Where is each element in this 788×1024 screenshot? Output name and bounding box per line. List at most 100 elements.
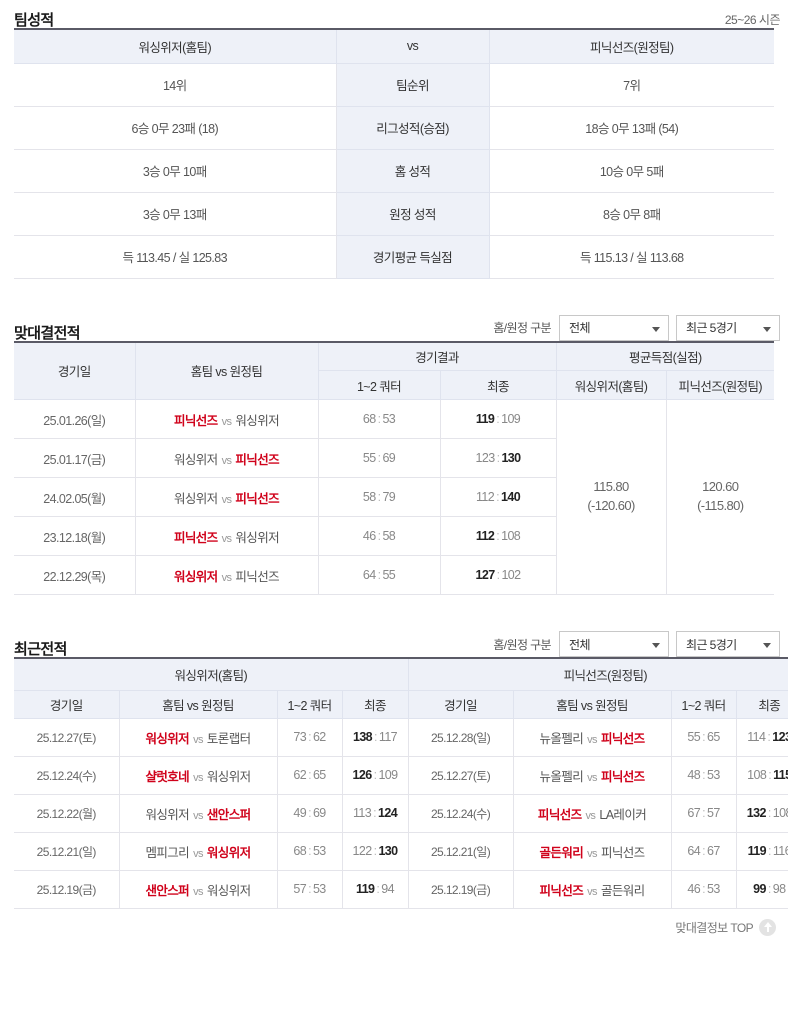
col-matchup-home: 홈팀 vs 원정팀	[118, 690, 278, 719]
home-value: 6승 0무 23패 (18)	[14, 106, 337, 150]
home-team-name: 뉴올펠리	[539, 731, 584, 746]
match-date: 23.12.18(월)	[14, 516, 136, 556]
arrow-up-icon[interactable]	[759, 918, 776, 936]
quarter-score: 64:67	[670, 832, 737, 871]
matchup: 워싱위저 vs 토론랩터	[145, 731, 251, 746]
score: 49:69	[293, 806, 326, 820]
away-team-name: 피닉선즈	[235, 569, 280, 584]
matchup: 피닉선즈 vs 워싱위저	[173, 530, 280, 545]
away-team-name: 피닉선즈	[600, 731, 645, 746]
col-date-away: 경기일	[407, 690, 514, 719]
h2h-title: 맞대결전적	[14, 324, 81, 342]
vs-label: vs	[221, 454, 232, 467]
recent-filter-label: 홈/원정 구분	[493, 637, 551, 652]
table-row: 25.12.27(토) 워싱위저 vs 토론랩터 73:62 138:117 25.12.2…	[14, 718, 788, 757]
score: 46:53	[687, 882, 720, 896]
vs-label: vs	[221, 493, 232, 506]
table-row: 25.01.26(일) 피닉선즈 vs 워싱위저 68:53 119:109 115.80(…	[14, 399, 775, 595]
table-row: 22.12.29(목) 워싱위저 vs 피닉선즈 64:55 127:102	[14, 555, 774, 595]
row-label: 홈 성적	[335, 149, 490, 193]
score: 119:109	[475, 412, 521, 426]
home-team-name: 피닉선즈	[173, 530, 218, 545]
score: 138:117	[352, 730, 398, 744]
score: 126:109	[352, 768, 399, 782]
score: 122:130	[352, 844, 399, 858]
away-team-name: 워싱위저	[206, 845, 251, 860]
h2h-recent-select[interactable]: 최근 5경기	[676, 314, 780, 341]
quarter-score: 48:53	[670, 756, 737, 795]
match-date: 25.12.19(금)	[14, 870, 120, 909]
match-teams: 피닉선즈 vs LA레이커	[512, 794, 672, 833]
final-score: 126:109	[341, 756, 409, 795]
score: 113:124	[352, 806, 398, 820]
group-away-team: 피닉선즈(원정팀)	[407, 658, 788, 691]
match-teams: 샬럿호네 vs 워싱위저	[118, 756, 278, 795]
match-date: 25.01.26(일)	[14, 399, 136, 439]
table-header-row: 워싱위저(홈팀) vs 피닉선즈(원정팀)	[14, 29, 774, 64]
table-row: 24.02.05(월) 워싱위저 vs 피닉선즈 58:79 112:140	[14, 477, 774, 517]
col-date: 경기일	[14, 341, 136, 400]
score: 67:57	[687, 806, 720, 820]
col-quarter-away: 1~2 쿼터	[670, 690, 737, 719]
vs-label: vs	[587, 733, 597, 746]
score: 68:53	[362, 412, 396, 426]
page-title: 팀성적	[14, 12, 54, 29]
away-team-name: 피닉선즈	[600, 845, 645, 860]
vs-label: vs	[193, 771, 203, 784]
table-header-row: 경기일 홈팀 vs 원정팀 1~2 쿼터 최종 경기일 홈팀 vs 원정팀 1~…	[14, 690, 788, 719]
match-date: 25.12.24(수)	[407, 794, 514, 833]
match-teams: 워싱위저 vs 피닉선즈	[134, 438, 319, 478]
col-avg-group: 평균득점(실점)	[555, 341, 775, 371]
h2h-header: 맞대결전적 홈/원정 구분 전체 최근 5경기	[0, 309, 788, 341]
match-date: 25.12.19(금)	[407, 870, 514, 909]
final-score: 114:123	[735, 718, 788, 757]
recent-header: 최근전적 홈/원정 구분 전체 최근 5경기	[0, 625, 788, 657]
team-record-header: 팀성적 25~26 시즌	[0, 0, 788, 28]
quarter-score: 55:69	[317, 438, 441, 478]
final-score: 119:116	[735, 832, 788, 871]
recent-home-away-select[interactable]: 전체	[559, 631, 669, 657]
match-date: 24.02.05(월)	[14, 477, 136, 517]
recent-recent-select[interactable]: 최근 5경기	[676, 631, 780, 657]
quarter-score: 46:53	[670, 870, 737, 909]
score: 55:65	[687, 730, 720, 744]
away-value: 8승 0무 8패	[488, 192, 774, 236]
matchup: 골든워리 vs 피닉선즈	[540, 845, 646, 860]
score: 48:53	[687, 768, 720, 782]
final-score: 113:124	[341, 794, 409, 833]
score: 46:58	[362, 529, 396, 543]
row-label: 원정 성적	[335, 192, 490, 236]
away-team-name: 워싱위저	[206, 883, 251, 898]
quarter-score: 64:55	[317, 555, 441, 595]
match-date: 25.12.22(월)	[14, 794, 120, 833]
quarter-score: 73:62	[276, 718, 343, 757]
final-score: 127:102	[439, 555, 557, 595]
away-team-name: 피닉선즈	[600, 769, 645, 784]
matchup: 피닉선즈 vs LA레이커	[538, 808, 647, 822]
match-date: 25.01.17(금)	[14, 438, 136, 478]
home-value: 득 113.45 / 실 125.83	[14, 235, 337, 279]
quarter-score: 49:69	[276, 794, 343, 833]
match-teams: 샌안스퍼 vs 워싱위저	[118, 870, 278, 909]
col-final-away: 최종	[735, 690, 788, 719]
col-avg-away: 피닉선즈(원정팀)	[665, 370, 775, 400]
table-row: 23.12.18(월) 피닉선즈 vs 워싱위저 46:58 112:108	[14, 516, 774, 556]
col-away-team: 피닉선즈(원정팀)	[488, 29, 774, 64]
top-link-label[interactable]: 맞대결정보 TOP	[675, 920, 753, 935]
home-team-name: 샬럿호네	[145, 769, 190, 784]
match-date: 25.12.28(일)	[407, 718, 514, 757]
vs-label: vs	[587, 847, 597, 860]
quarter-score: 55:65	[670, 718, 737, 757]
away-team-name: 토론랩터	[206, 731, 251, 746]
match-date: 25.12.24(수)	[14, 756, 120, 795]
away-team-name: 피닉선즈	[235, 452, 280, 467]
match-date: 22.12.29(목)	[14, 555, 136, 595]
final-score: 122:130	[341, 832, 409, 871]
h2h-home-away-select[interactable]: 전체	[559, 314, 669, 341]
score: 119:116	[747, 844, 788, 858]
col-vs: vs	[335, 29, 490, 64]
match-teams: 워싱위저 vs 샌안스퍼	[118, 794, 278, 833]
away-team-name: 피닉선즈	[235, 491, 280, 506]
matchup: 피닉선즈 vs 골든워리	[540, 884, 646, 898]
quarter-score: 46:58	[317, 516, 441, 556]
